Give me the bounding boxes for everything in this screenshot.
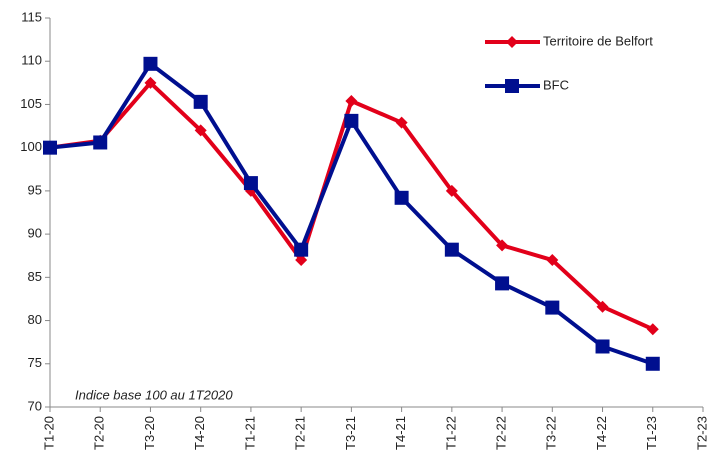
point — [444, 242, 459, 257]
point — [144, 76, 157, 89]
x-tick-label: T2-22 — [494, 416, 509, 450]
point — [194, 124, 207, 137]
point — [345, 94, 358, 107]
legend-marker — [505, 79, 519, 93]
point — [496, 239, 509, 252]
point — [143, 56, 158, 71]
point — [445, 184, 458, 197]
point — [295, 254, 308, 267]
x-tick-label: T2-21 — [293, 416, 308, 450]
x-tick-label: T4-21 — [393, 416, 408, 450]
legend-label: BFC — [543, 77, 569, 92]
y-tick-label: 75 — [28, 355, 42, 370]
legend-marker — [506, 36, 518, 48]
point — [294, 242, 309, 257]
point — [395, 116, 408, 129]
point — [645, 356, 660, 371]
x-tick-label: T4-22 — [594, 416, 609, 450]
x-tick-label: T3-21 — [343, 416, 358, 450]
point — [43, 140, 57, 155]
y-tick-label: 70 — [28, 398, 42, 413]
y-tick-label: 85 — [28, 269, 42, 284]
point — [243, 176, 258, 191]
point — [596, 300, 609, 313]
point — [595, 339, 610, 354]
y-tick-label: 100 — [20, 139, 42, 154]
point — [344, 113, 359, 128]
x-tick-label: T3-22 — [544, 416, 559, 450]
x-tick-label: T1-22 — [443, 416, 458, 450]
annotation: Indice base 100 au 1T2020 — [75, 387, 233, 402]
x-tick-label: T2-23 — [694, 416, 709, 450]
x-tick-label: T3-20 — [142, 416, 157, 450]
point — [93, 135, 108, 150]
x-tick-label: T2-20 — [92, 416, 107, 450]
y-tick-label: 115 — [21, 9, 42, 24]
point — [394, 190, 409, 205]
y-tick-label: 80 — [28, 312, 42, 327]
point — [193, 94, 208, 109]
point — [646, 323, 659, 336]
point — [545, 300, 560, 315]
point — [495, 276, 510, 291]
y-tick-label: 95 — [28, 182, 42, 197]
x-tick-label: T1-21 — [242, 416, 257, 450]
y-tick-label: 105 — [20, 96, 42, 111]
y-tick-label: 90 — [28, 226, 42, 241]
point — [546, 254, 559, 267]
x-tick-label: T1-20 — [41, 416, 56, 450]
legend-label: Territoire de Belfort — [543, 33, 653, 48]
y-tick-label: 110 — [21, 53, 42, 68]
x-tick-label: T1-23 — [644, 416, 659, 450]
series-line — [49, 60, 654, 366]
x-tick-label: T4-20 — [192, 416, 207, 450]
